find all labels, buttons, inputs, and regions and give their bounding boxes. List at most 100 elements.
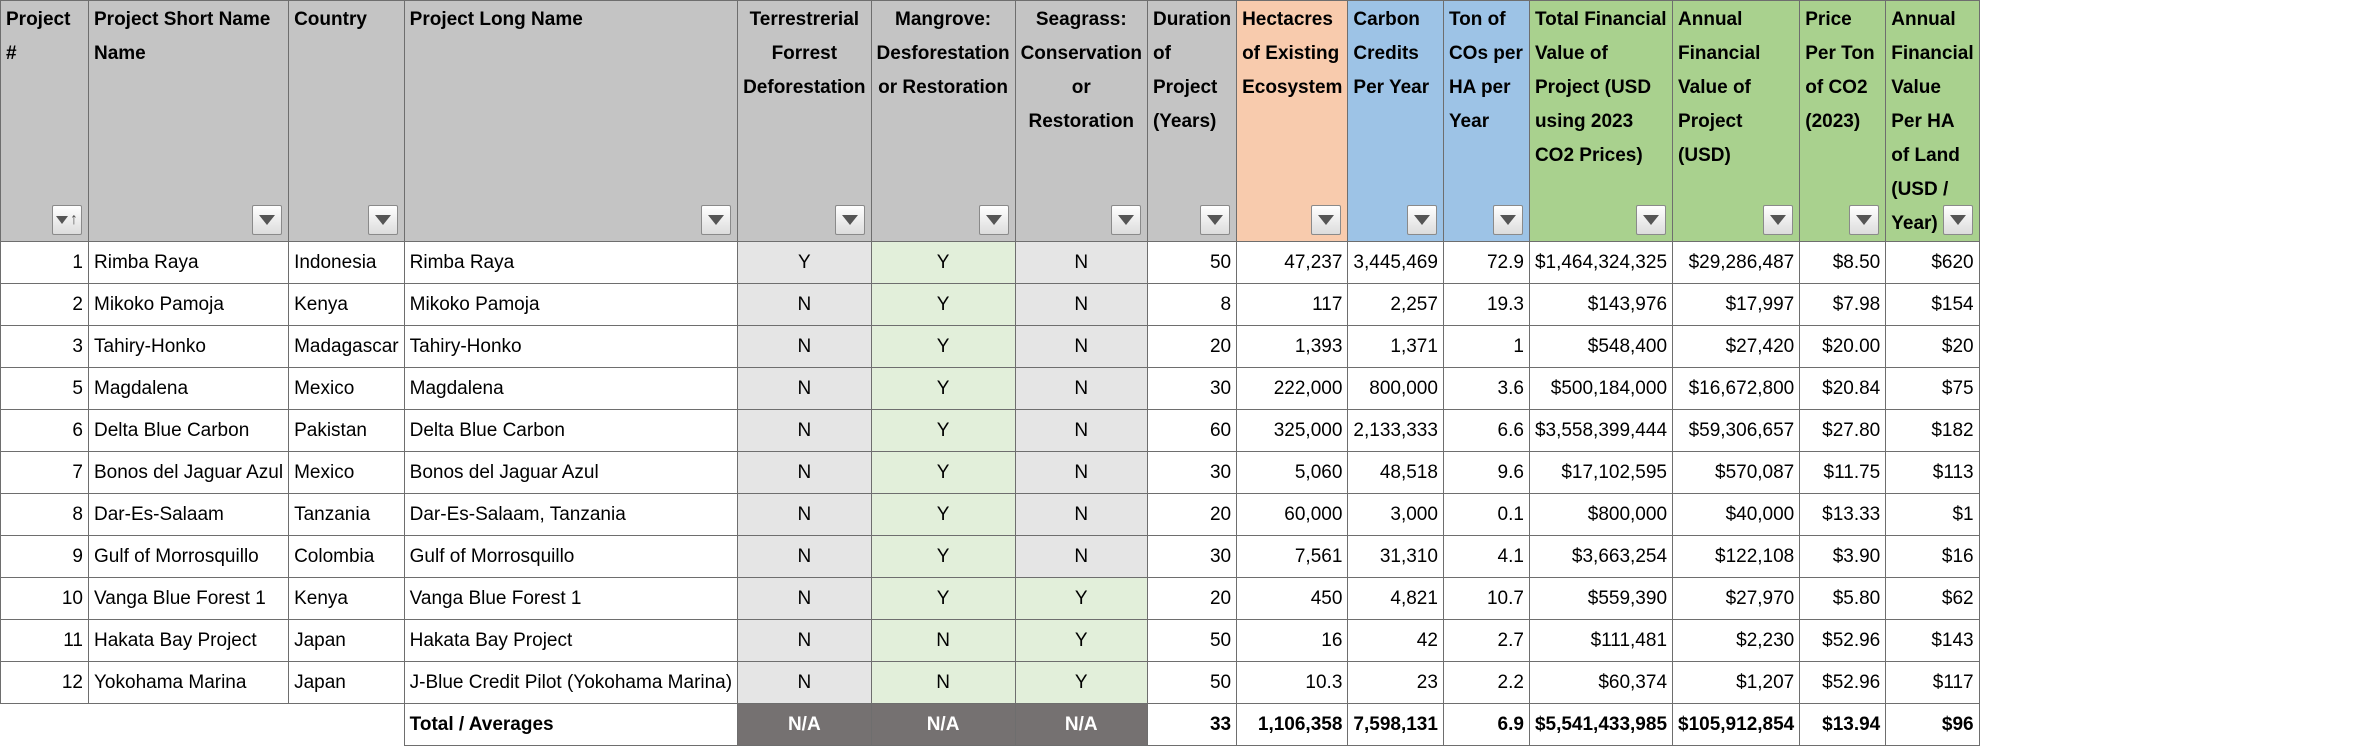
- cell-seagrass[interactable]: N: [1014, 409, 1148, 452]
- cell-project-long-name[interactable]: Magdalena: [403, 367, 739, 410]
- cell-project-long-name[interactable]: J-Blue Credit Pilot (Yokohama Marina): [403, 661, 739, 704]
- cell-country[interactable]: Kenya: [288, 577, 405, 620]
- cell-project-long-name[interactable]: Delta Blue Carbon: [403, 409, 739, 452]
- cell-project-long-name[interactable]: Dar-Es-Salaam, Tanzania: [403, 493, 739, 536]
- cell-carbon-credits[interactable]: 1,371: [1347, 325, 1444, 368]
- filter-dropdown-icon[interactable]: [701, 205, 732, 235]
- cell-mangrove[interactable]: Y: [870, 241, 1016, 284]
- cell-project-long-name[interactable]: Tahiry-Honko: [403, 325, 739, 368]
- cell-carbon-credits[interactable]: 4,821: [1347, 577, 1444, 620]
- total-hectares[interactable]: 1,106,358: [1236, 703, 1349, 746]
- cell-terrestrial-forest[interactable]: N: [737, 661, 872, 704]
- cell-duration[interactable]: 30: [1146, 535, 1238, 578]
- cell-duration[interactable]: 60: [1146, 409, 1238, 452]
- cell-project-short-name[interactable]: Magdalena: [87, 367, 290, 410]
- avg-tons-per-ha[interactable]: 6.9: [1442, 703, 1530, 746]
- cell-seagrass[interactable]: Y: [1014, 661, 1148, 704]
- avg-annual-value-per-ha[interactable]: $96: [1885, 703, 1980, 746]
- cell-mangrove[interactable]: Y: [870, 367, 1016, 410]
- cell-project-number[interactable]: 12: [0, 661, 89, 704]
- cell-project-long-name[interactable]: Rimba Raya: [403, 241, 739, 284]
- cell-seagrass[interactable]: N: [1014, 283, 1148, 326]
- cell-carbon-credits[interactable]: 3,445,469: [1347, 241, 1444, 284]
- cell-total-financial-value[interactable]: $111,481: [1528, 619, 1674, 662]
- cell-duration[interactable]: 20: [1146, 325, 1238, 368]
- cell-annual-financial-value[interactable]: $27,420: [1672, 325, 1801, 368]
- filter-dropdown-icon[interactable]: [1406, 205, 1437, 235]
- cell-total-financial-value[interactable]: $3,663,254: [1528, 535, 1674, 578]
- filter-dropdown-icon[interactable]: [1849, 205, 1880, 235]
- cell-project-short-name[interactable]: Tahiry-Honko: [87, 325, 290, 368]
- cell-carbon-credits[interactable]: 42: [1347, 619, 1444, 662]
- cell-hectares[interactable]: 60,000: [1236, 493, 1349, 536]
- cell-mangrove[interactable]: N: [870, 619, 1016, 662]
- cell-seagrass[interactable]: N: [1014, 241, 1148, 284]
- cell-hectares[interactable]: 325,000: [1236, 409, 1349, 452]
- total-annual-value[interactable]: $105,912,854: [1672, 703, 1801, 746]
- cell-tons-per-ha[interactable]: 4.1: [1442, 535, 1530, 578]
- filter-dropdown-icon[interactable]: [1492, 205, 1523, 235]
- cell-terrestrial-forest[interactable]: Y: [737, 241, 872, 284]
- cell-total-financial-value[interactable]: $1,464,324,325: [1528, 241, 1674, 284]
- cell-total-financial-value[interactable]: $559,390: [1528, 577, 1674, 620]
- cell-price-per-ton[interactable]: $20.00: [1799, 325, 1887, 368]
- cell-project-short-name[interactable]: Vanga Blue Forest 1: [87, 577, 290, 620]
- cell-project-short-name[interactable]: Bonos del Jaguar Azul: [87, 451, 290, 494]
- cell-mangrove[interactable]: Y: [870, 451, 1016, 494]
- cell-total-financial-value[interactable]: $500,184,000: [1528, 367, 1674, 410]
- cell-hectares[interactable]: 10.3: [1236, 661, 1349, 704]
- cell-tons-per-ha[interactable]: 2.2: [1442, 661, 1530, 704]
- cell-terrestrial-forest[interactable]: N: [737, 367, 872, 410]
- cell-total-financial-value[interactable]: $60,374: [1528, 661, 1674, 704]
- filter-dropdown-icon[interactable]: [834, 205, 865, 235]
- cell-mangrove[interactable]: Y: [870, 493, 1016, 536]
- cell-project-long-name[interactable]: Mikoko Pamoja: [403, 283, 739, 326]
- cell-carbon-credits[interactable]: 31,310: [1347, 535, 1444, 578]
- cell-project-number[interactable]: 5: [0, 367, 89, 410]
- cell-project-number[interactable]: 1: [0, 241, 89, 284]
- cell-project-long-name[interactable]: Hakata Bay Project: [403, 619, 739, 662]
- cell-country[interactable]: Indonesia: [288, 241, 405, 284]
- cell-project-short-name[interactable]: Gulf of Morrosquillo: [87, 535, 290, 578]
- cell-terrestrial-forest[interactable]: N: [737, 535, 872, 578]
- total-mangrove[interactable]: N/A: [870, 703, 1016, 746]
- cell-price-per-ton[interactable]: $3.90: [1799, 535, 1887, 578]
- cell-project-number[interactable]: 2: [0, 283, 89, 326]
- cell-terrestrial-forest[interactable]: N: [737, 577, 872, 620]
- cell-hectares[interactable]: 16: [1236, 619, 1349, 662]
- cell-project-short-name[interactable]: Delta Blue Carbon: [87, 409, 290, 452]
- cell-total-financial-value[interactable]: $17,102,595: [1528, 451, 1674, 494]
- cell-carbon-credits[interactable]: 800,000: [1347, 367, 1444, 410]
- filter-dropdown-icon[interactable]: [1763, 205, 1794, 235]
- cell-tons-per-ha[interactable]: 72.9: [1442, 241, 1530, 284]
- cell-price-per-ton[interactable]: $5.80: [1799, 577, 1887, 620]
- cell-terrestrial-forest[interactable]: N: [737, 283, 872, 326]
- cell-seagrass[interactable]: N: [1014, 451, 1148, 494]
- filter-dropdown-icon[interactable]: [1636, 205, 1667, 235]
- cell-duration[interactable]: 8: [1146, 283, 1238, 326]
- total-financial-value[interactable]: $5,541,433,985: [1528, 703, 1674, 746]
- cell-price-per-ton[interactable]: $52.96: [1799, 661, 1887, 704]
- total-carbon-credits[interactable]: 7,598,131: [1347, 703, 1444, 746]
- cell-seagrass[interactable]: Y: [1014, 577, 1148, 620]
- cell-annual-financial-value[interactable]: $40,000: [1672, 493, 1801, 536]
- cell-total-financial-value[interactable]: $548,400: [1528, 325, 1674, 368]
- cell-carbon-credits[interactable]: 2,133,333: [1347, 409, 1444, 452]
- cell-duration[interactable]: 30: [1146, 367, 1238, 410]
- cell-total-financial-value[interactable]: $3,558,399,444: [1528, 409, 1674, 452]
- cell-project-long-name[interactable]: Bonos del Jaguar Azul: [403, 451, 739, 494]
- cell-duration[interactable]: 20: [1146, 577, 1238, 620]
- cell-country[interactable]: Japan: [288, 619, 405, 662]
- cell-annual-value-per-ha[interactable]: $75: [1885, 367, 1980, 410]
- cell-price-per-ton[interactable]: $8.50: [1799, 241, 1887, 284]
- cell-annual-value-per-ha[interactable]: $117: [1885, 661, 1980, 704]
- filter-dropdown-icon[interactable]: [1200, 205, 1231, 235]
- cell-seagrass[interactable]: N: [1014, 325, 1148, 368]
- cell-annual-value-per-ha[interactable]: $113: [1885, 451, 1980, 494]
- cell-terrestrial-forest[interactable]: N: [737, 619, 872, 662]
- filter-dropdown-icon[interactable]: [1311, 205, 1342, 235]
- cell-mangrove[interactable]: N: [870, 661, 1016, 704]
- filter-dropdown-icon[interactable]: [252, 205, 283, 235]
- cell-project-number[interactable]: 7: [0, 451, 89, 494]
- cell-carbon-credits[interactable]: 48,518: [1347, 451, 1444, 494]
